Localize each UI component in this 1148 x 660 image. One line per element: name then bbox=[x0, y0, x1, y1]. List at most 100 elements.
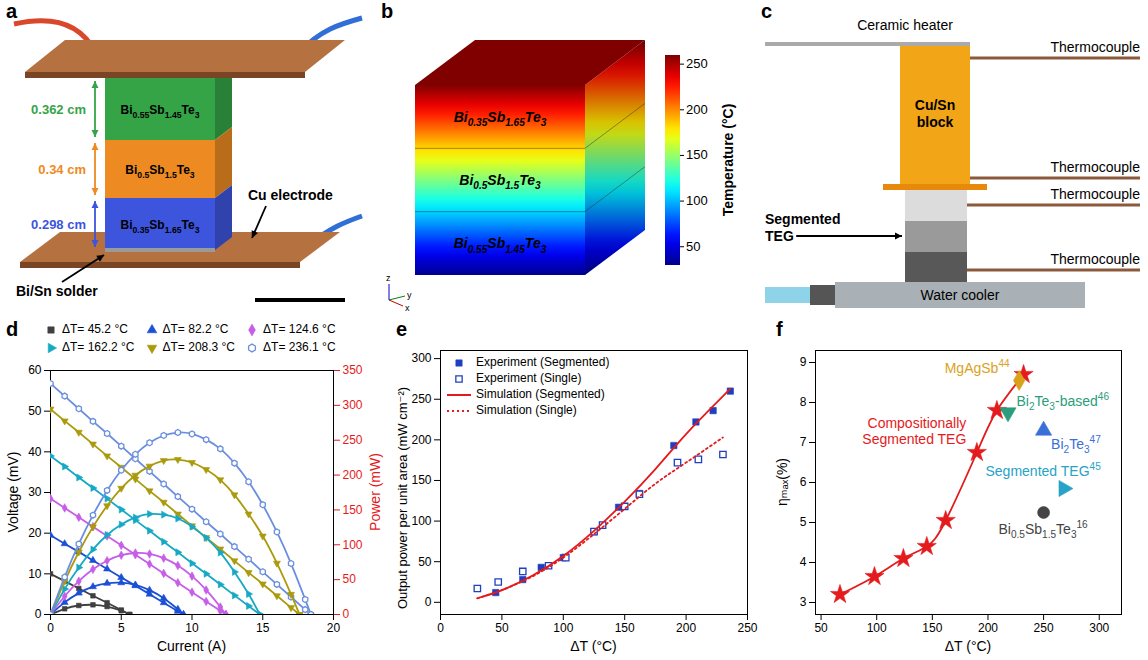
svg-text:Bi0.35Sb1.65Te3: Bi0.35Sb1.65Te3 bbox=[121, 218, 200, 235]
svg-text:block: block bbox=[917, 114, 954, 130]
svg-text:200: 200 bbox=[686, 102, 708, 117]
svg-text:5: 5 bbox=[118, 621, 125, 635]
html-text:ΔT= 45.2 °C: ΔT= 45.2 °C bbox=[62, 322, 128, 336]
svg-text:200: 200 bbox=[978, 621, 998, 635]
svg-text:ηₘₐₓ(%): ηₘₐₓ(%) bbox=[774, 458, 790, 506]
html-text:Experiment (Single): Experiment (Single) bbox=[476, 371, 582, 385]
html-text:Experiment (Segmented): Experiment (Segmented) bbox=[476, 355, 610, 369]
svg-text:4: 4 bbox=[800, 555, 807, 569]
svg-text:Current (A): Current (A) bbox=[157, 638, 226, 654]
svg-text:Voltage (mV): Voltage (mV) bbox=[5, 452, 21, 533]
svg-text:0.298 cm: 0.298 cm bbox=[31, 217, 86, 232]
svg-text:0.34 cm: 0.34 cm bbox=[38, 162, 86, 177]
svg-text:0: 0 bbox=[343, 607, 350, 621]
svg-text:150: 150 bbox=[411, 473, 431, 487]
svg-text:7: 7 bbox=[800, 435, 807, 449]
svg-text:250: 250 bbox=[1034, 621, 1054, 635]
svg-text:100: 100 bbox=[343, 538, 363, 552]
svg-text:Segmented: Segmented bbox=[765, 211, 840, 227]
svg-text:250: 250 bbox=[686, 56, 708, 71]
svg-text:150: 150 bbox=[615, 621, 635, 635]
svg-text:Thermocouple: Thermocouple bbox=[1051, 39, 1141, 55]
svg-text:ΔT (°C): ΔT (°C) bbox=[570, 638, 617, 654]
html-text:ΔT= 124.6 °C: ΔT= 124.6 °C bbox=[263, 322, 336, 336]
svg-text:Bi0.5Sb1.5Te3: Bi0.5Sb1.5Te3 bbox=[125, 163, 194, 180]
html-text:Simulation (Segmented): Simulation (Segmented) bbox=[476, 387, 605, 401]
html-text:ΔT= 236.1 °C: ΔT= 236.1 °C bbox=[263, 340, 336, 354]
svg-text:z: z bbox=[386, 273, 391, 283]
svg-text:200: 200 bbox=[411, 433, 431, 447]
svg-text:Thermocouple: Thermocouple bbox=[1051, 251, 1141, 267]
svg-text:0.362 cm: 0.362 cm bbox=[31, 102, 86, 117]
svg-text:Cu electrode: Cu electrode bbox=[248, 187, 333, 203]
svg-text:Cu/Sn: Cu/Sn bbox=[915, 97, 955, 113]
svg-text:Bi0.35Sb1.65Te3: Bi0.35Sb1.65Te3 bbox=[454, 109, 547, 128]
svg-text:100: 100 bbox=[411, 514, 431, 528]
svg-text:40: 40 bbox=[28, 445, 42, 459]
svg-text:100: 100 bbox=[686, 193, 708, 208]
svg-text:Bi0.5Sb1.5Te3: Bi0.5Sb1.5Te3 bbox=[459, 172, 541, 191]
svg-text:Output power per unit area (mW: Output power per unit area (mW cm⁻²) bbox=[395, 387, 410, 609]
svg-text:200: 200 bbox=[343, 468, 363, 482]
svg-text:50: 50 bbox=[343, 572, 357, 586]
svg-text:150: 150 bbox=[343, 503, 363, 517]
svg-text:Bi2Te347: Bi2Te347 bbox=[1051, 434, 1101, 455]
svg-text:Bi/Sn solder: Bi/Sn solder bbox=[16, 283, 98, 299]
svg-text:50: 50 bbox=[418, 555, 432, 569]
svg-text:6: 6 bbox=[800, 475, 807, 489]
svg-text:Bi0.5Sb1.5Te316: Bi0.5Sb1.5Te316 bbox=[998, 519, 1088, 540]
svg-text:60: 60 bbox=[28, 363, 42, 377]
svg-text:Ceramic heater: Ceramic heater bbox=[857, 17, 953, 33]
svg-text:Bi2Te3-based46: Bi2Te3-based46 bbox=[1017, 391, 1110, 412]
svg-text:100: 100 bbox=[867, 621, 887, 635]
svg-text:Compositionally: Compositionally bbox=[868, 415, 967, 431]
svg-text:150: 150 bbox=[922, 621, 942, 635]
svg-text:Power (mW): Power (mW) bbox=[367, 453, 383, 531]
svg-text:100: 100 bbox=[553, 621, 573, 635]
svg-text:10: 10 bbox=[185, 621, 199, 635]
svg-text:ΔT (°C): ΔT (°C) bbox=[945, 638, 992, 654]
svg-text:0: 0 bbox=[425, 595, 432, 609]
svg-text:0: 0 bbox=[47, 621, 54, 635]
svg-text:0: 0 bbox=[437, 621, 444, 635]
svg-text:5: 5 bbox=[800, 515, 807, 529]
svg-text:Segmented TEG45: Segmented TEG45 bbox=[986, 461, 1102, 479]
svg-text:y: y bbox=[407, 290, 412, 300]
svg-text:50: 50 bbox=[686, 239, 700, 254]
svg-text:50: 50 bbox=[28, 404, 42, 418]
html-text:Simulation (Single): Simulation (Single) bbox=[476, 403, 577, 417]
svg-text:Thermocouple: Thermocouple bbox=[1051, 186, 1141, 202]
svg-text:300: 300 bbox=[1089, 621, 1109, 635]
svg-text:Temperature (°C): Temperature (°C) bbox=[720, 104, 736, 217]
svg-text:Bi0.55Sb1.45Te3: Bi0.55Sb1.45Te3 bbox=[121, 103, 200, 120]
svg-text:15: 15 bbox=[256, 621, 270, 635]
svg-text:50: 50 bbox=[814, 621, 828, 635]
svg-text:150: 150 bbox=[686, 147, 708, 162]
svg-text:300: 300 bbox=[343, 398, 363, 412]
svg-text:8: 8 bbox=[800, 395, 807, 409]
svg-text:Water cooler: Water cooler bbox=[921, 287, 1000, 303]
svg-text:MgAgSb44: MgAgSb44 bbox=[945, 358, 1010, 376]
svg-text:250: 250 bbox=[411, 392, 431, 406]
svg-text:Thermocouple: Thermocouple bbox=[1051, 159, 1141, 175]
html-text:ΔT= 162.2 °C: ΔT= 162.2 °C bbox=[62, 340, 135, 354]
svg-text:3: 3 bbox=[800, 595, 807, 609]
html-text:ΔT= 208.3 °C: ΔT= 208.3 °C bbox=[162, 340, 235, 354]
svg-text:50: 50 bbox=[495, 621, 509, 635]
svg-text:250: 250 bbox=[737, 621, 757, 635]
svg-text:250: 250 bbox=[343, 433, 363, 447]
svg-text:10: 10 bbox=[28, 567, 42, 581]
svg-text:20: 20 bbox=[28, 526, 42, 540]
svg-text:30: 30 bbox=[28, 485, 42, 499]
svg-text:350: 350 bbox=[343, 363, 363, 377]
svg-text:Segmented TEG: Segmented TEG bbox=[862, 431, 966, 447]
svg-text:Bi0.55Sb1.45Te3: Bi0.55Sb1.45Te3 bbox=[454, 235, 547, 254]
svg-text:200: 200 bbox=[676, 621, 696, 635]
svg-text:20: 20 bbox=[327, 621, 341, 635]
svg-text:300: 300 bbox=[411, 351, 431, 365]
svg-text:x: x bbox=[405, 303, 410, 313]
svg-text:TEG: TEG bbox=[765, 228, 794, 244]
html-text:ΔT= 82.2 °C: ΔT= 82.2 °C bbox=[162, 322, 229, 336]
svg-text:9: 9 bbox=[800, 355, 807, 369]
svg-text:0: 0 bbox=[35, 607, 42, 621]
